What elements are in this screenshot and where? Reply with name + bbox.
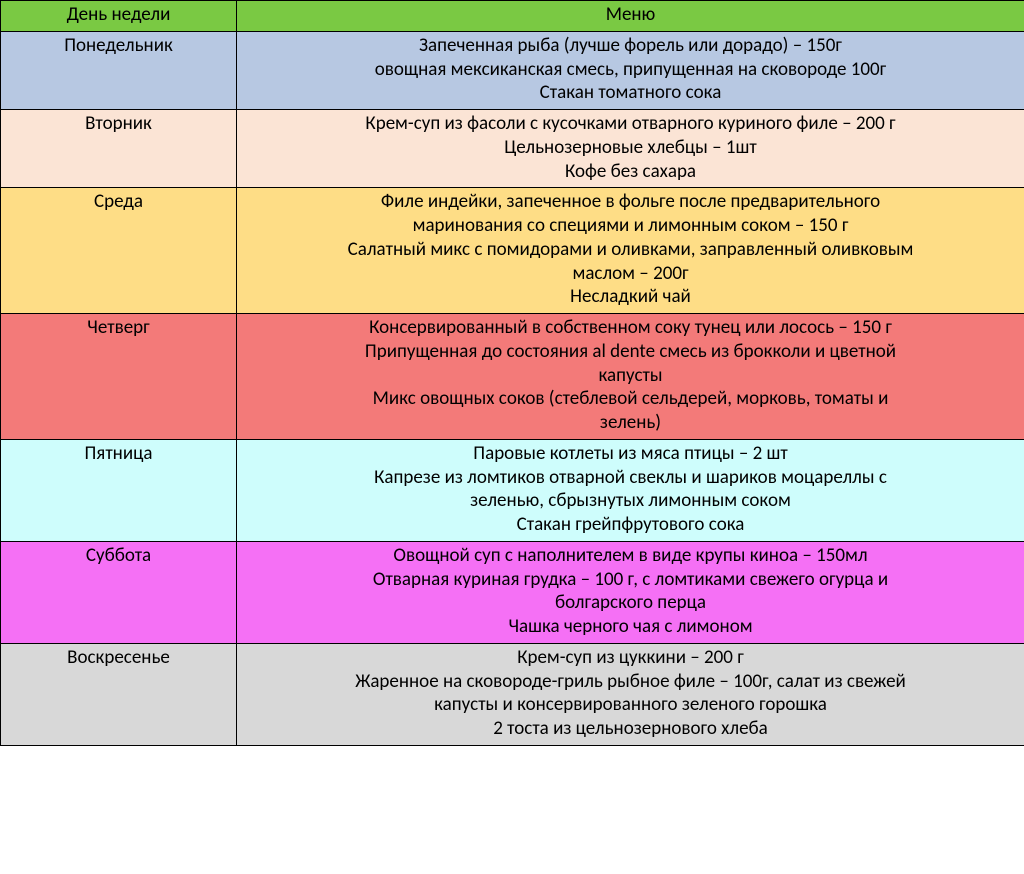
day-cell: Понедельник [1,31,237,109]
menu-line: капусты [239,364,1022,388]
table-row: ПятницаПаровые котлеты из мяса птицы – 2… [1,439,1024,541]
menu-line: Жаренное на сковороде-гриль рыбное филе … [239,670,1022,694]
day-cell: Среда [1,188,237,314]
menu-line: зеленью, сбрызнутых лимонным соком [239,489,1022,513]
menu-line: маринования со специями и лимонным соком… [239,214,1022,238]
menu-line: маслом – 200г [239,262,1022,286]
menu-line: овощная мексиканская смесь, припущенная … [239,58,1022,82]
menu-line: Овощной суп с наполнителем в виде крупы … [239,544,1022,568]
menu-cell: Паровые котлеты из мяса птицы – 2 штКапр… [237,439,1024,541]
day-cell: Суббота [1,541,237,643]
menu-cell: Консервированный в собственном соку туне… [237,314,1024,440]
day-cell: Четверг [1,314,237,440]
menu-body: ПонедельникЗапеченная рыба (лучше форель… [1,31,1024,745]
menu-line: 2 тоста из цельнозернового хлеба [239,717,1022,741]
day-cell: Вторник [1,110,237,188]
menu-cell: Овощной суп с наполнителем в виде крупы … [237,541,1024,643]
menu-line: Микс овощных соков (стеблевой сельдерей,… [239,387,1022,411]
menu-line: Крем-суп из цуккини – 200 г [239,646,1022,670]
menu-line: Стакан томатного сока [239,81,1022,105]
menu-line: Стакан грейпфрутового сока [239,513,1022,537]
table-row: ПонедельникЗапеченная рыба (лучше форель… [1,31,1024,109]
header-row: День недели Меню [1,1,1024,32]
menu-line: Кофе без сахара [239,160,1022,184]
menu-cell: Крем-суп из цуккини – 200 гЖаренное на с… [237,643,1024,745]
menu-line: Филе индейки, запеченное в фольге после … [239,190,1022,214]
table-row: СредаФиле индейки, запеченное в фольге п… [1,188,1024,314]
menu-line: зелень) [239,411,1022,435]
table-row: СубботаОвощной суп с наполнителем в виде… [1,541,1024,643]
menu-line: болгарского перца [239,591,1022,615]
weekly-menu-table: День недели Меню ПонедельникЗапеченная р… [0,0,1024,746]
menu-line: Капрезе из ломтиков отварной свеклы и ша… [239,466,1022,490]
table-row: ВторникКрем-суп из фасоли с кусочками от… [1,110,1024,188]
menu-cell: Филе индейки, запеченное в фольге после … [237,188,1024,314]
menu-line: Салатный микс с помидорами и оливками, з… [239,238,1022,262]
menu-line: Консервированный в собственном соку туне… [239,316,1022,340]
menu-line: капусты и консервированного зеленого гор… [239,693,1022,717]
table-row: ВоскресеньеКрем-суп из цуккини – 200 гЖа… [1,643,1024,745]
day-cell: Пятница [1,439,237,541]
menu-line: Припущенная до состояния al dente смесь … [239,340,1022,364]
menu-line: Цельнозерновые хлебцы – 1шт [239,136,1022,160]
header-day: День недели [1,1,237,32]
day-cell: Воскресенье [1,643,237,745]
header-menu: Меню [237,1,1024,32]
table-row: ЧетвергКонсервированный в собственном со… [1,314,1024,440]
menu-line: Чашка черного чая с лимоном [239,615,1022,639]
menu-line: Паровые котлеты из мяса птицы – 2 шт [239,442,1022,466]
menu-line: Запеченная рыба (лучше форель или дорадо… [239,34,1022,58]
menu-line: Крем-суп из фасоли с кусочками отварного… [239,112,1022,136]
menu-cell: Крем-суп из фасоли с кусочками отварного… [237,110,1024,188]
menu-line: Отварная куриная грудка – 100 г, с ломти… [239,568,1022,592]
menu-line: Несладкий чай [239,285,1022,309]
menu-cell: Запеченная рыба (лучше форель или дорадо… [237,31,1024,109]
